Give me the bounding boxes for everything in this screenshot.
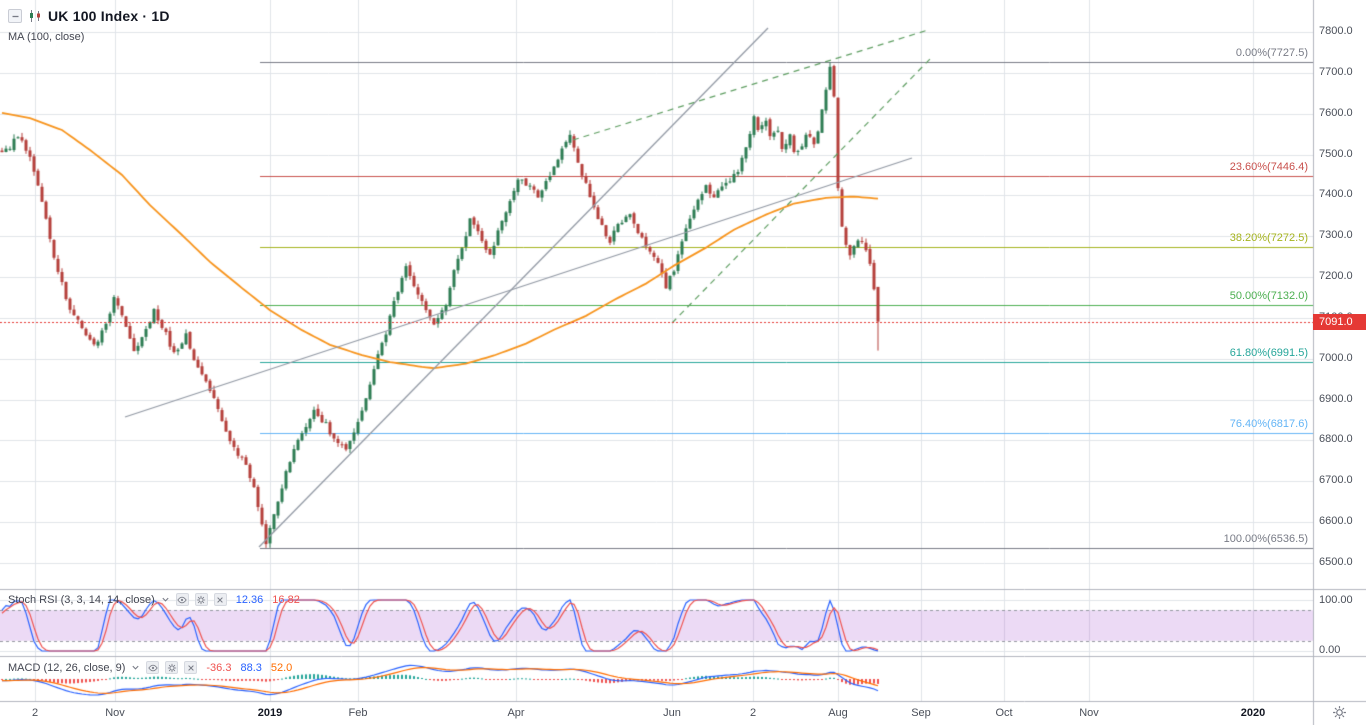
last-price-badge: 7091.0	[1313, 313, 1366, 330]
time-axis-label[interactable]: 2	[749, 707, 757, 719]
ma-indicator-label[interactable]: MA (100, close)	[8, 31, 85, 43]
time-axis-label[interactable]: Aug	[828, 707, 848, 719]
main-chart-legend: UK 100 Index · 1D MA (100, close)	[8, 8, 170, 43]
fib-level-label[interactable]: 100.00%(6536.5)	[1223, 533, 1308, 546]
time-axis-label[interactable]: Nov	[105, 707, 125, 719]
eye-icon[interactable]	[146, 661, 160, 674]
axis-settings-gear-icon[interactable]	[1331, 704, 1348, 721]
macd-signal-value: 52.0	[270, 661, 293, 674]
macd-hist-value: -36.3	[206, 661, 232, 674]
stoch-axis-label-0[interactable]: 0.00	[1319, 644, 1341, 656]
price-axis-label[interactable]: 7700.0	[1319, 65, 1353, 78]
close-icon[interactable]	[213, 593, 227, 606]
candles-glyph	[30, 10, 40, 22]
price-axis-label[interactable]: 7400.0	[1319, 188, 1353, 201]
price-axis-label[interactable]: 7800.0	[1319, 24, 1353, 37]
minus-icon	[12, 15, 18, 17]
fib-level-label[interactable]: 38.20%(7272.5)	[1229, 232, 1308, 245]
gear-icon[interactable]	[165, 661, 179, 674]
fib-level-label[interactable]: 23.60%(7446.4)	[1229, 161, 1308, 174]
time-axis-label[interactable]: 2020	[1240, 707, 1266, 719]
macd-label[interactable]: MACD (12, 26, close, 9)	[8, 661, 126, 674]
stoch-axis-label-100[interactable]: 100.00	[1319, 594, 1353, 606]
price-axis-label[interactable]: 7500.0	[1319, 147, 1353, 160]
stoch-rsi-legend: Stoch RSI (3, 3, 14, 14, close) 12.36 16…	[8, 593, 300, 606]
time-axis-label[interactable]: Feb	[348, 707, 368, 719]
price-axis-label[interactable]: 6700.0	[1319, 474, 1353, 487]
price-axis-label[interactable]: 6600.0	[1319, 515, 1353, 528]
gear-icon[interactable]	[194, 593, 208, 606]
symbol-title[interactable]: UK 100 Index · 1D	[48, 8, 170, 24]
price-axis-label[interactable]: 6500.0	[1319, 555, 1353, 568]
price-axis-label[interactable]: 6900.0	[1319, 392, 1353, 405]
macd-line-value: 88.3	[240, 661, 262, 674]
ma-legend-row: MA (100, close)	[8, 31, 170, 43]
legend-collapse-button[interactable]	[8, 9, 22, 23]
close-icon[interactable]	[184, 661, 198, 674]
symbol-row: UK 100 Index · 1D	[8, 8, 170, 24]
stoch-rsi-label[interactable]: Stoch RSI (3, 3, 14, 14, close)	[8, 593, 155, 606]
time-axis-label[interactable]: Sep	[911, 707, 931, 719]
chevron-down-icon[interactable]	[131, 663, 140, 672]
time-axis-label[interactable]: Oct	[995, 707, 1013, 719]
time-axis-label[interactable]: 2019	[257, 707, 283, 719]
price-axis-label[interactable]: 6800.0	[1319, 433, 1353, 446]
price-axis-label[interactable]: 7200.0	[1319, 270, 1353, 283]
fib-level-label[interactable]: 76.40%(6817.6)	[1229, 418, 1308, 431]
stoch-k-value: 12.36	[235, 593, 264, 606]
time-axis-label[interactable]: 2	[31, 707, 39, 719]
time-axis-label[interactable]: Jun	[663, 707, 681, 719]
fib-level-label[interactable]: 0.00%(7727.5)	[1235, 46, 1308, 59]
time-axis-label[interactable]: Apr	[507, 707, 525, 719]
chevron-down-icon[interactable]	[161, 595, 170, 604]
macd-legend: MACD (12, 26, close, 9) -36.3 88.3 52.0	[8, 661, 292, 674]
price-axis-label[interactable]: 7000.0	[1319, 351, 1353, 364]
price-axis-label[interactable]: 7300.0	[1319, 229, 1353, 242]
stoch-d-value: 16.82	[272, 593, 300, 606]
candlestick-style-icon[interactable]	[28, 9, 42, 23]
fib-level-label[interactable]: 50.00%(7132.0)	[1229, 289, 1308, 302]
price-axis-label[interactable]: 7600.0	[1319, 106, 1353, 119]
eye-icon[interactable]	[175, 593, 189, 606]
time-axis-label[interactable]: Nov	[1079, 707, 1099, 719]
fib-level-label[interactable]: 61.80%(6991.5)	[1229, 347, 1308, 360]
